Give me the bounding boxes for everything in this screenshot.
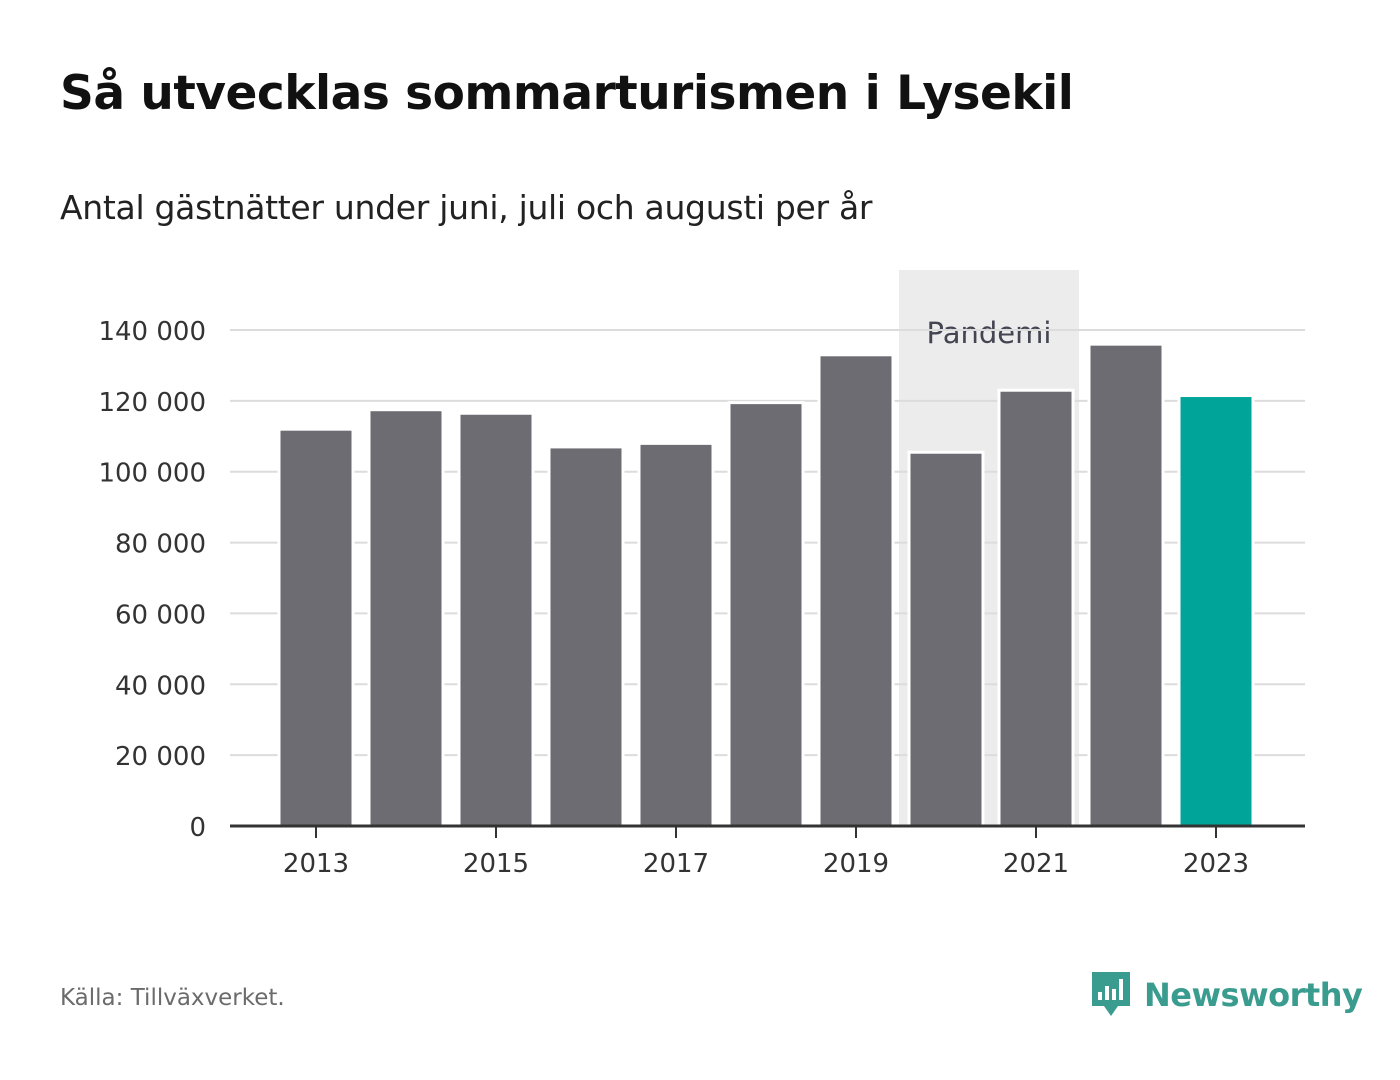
pandemic-label: Pandemi [927, 316, 1052, 350]
bar-2021 [997, 388, 1075, 828]
bar-2020 [907, 450, 985, 828]
chart-title: Så utvecklas sommarturismen i Lysekil [60, 66, 1074, 121]
bar-2016 [547, 445, 625, 828]
x-tick-label: 2017 [643, 849, 709, 879]
y-tick-label: 120 000 [98, 388, 206, 418]
y-tick-label: 0 [189, 813, 206, 843]
x-tick-label: 2021 [1003, 849, 1069, 879]
x-tick-label: 2015 [463, 849, 529, 879]
x-tick-label: 2019 [823, 849, 889, 879]
bar-2018 [727, 401, 805, 828]
bar-2019 [817, 353, 895, 828]
y-tick-label: 20 000 [115, 742, 206, 772]
y-tick-label: 80 000 [115, 530, 206, 560]
source-note: Källa: Tillväxverket. [60, 985, 285, 1011]
bar-2017 [637, 441, 715, 828]
chart-subtitle: Antal gästnätter under juni, juli och au… [60, 188, 873, 227]
bar-2013 [277, 427, 355, 828]
y-tick-label: 100 000 [98, 459, 206, 489]
y-tick-label: 60 000 [115, 600, 206, 630]
newsworthy-logo-icon [1092, 972, 1130, 1016]
bar-2022 [1087, 342, 1165, 828]
bar-2023 [1177, 394, 1255, 828]
newsworthy-brand[interactable]: Newsworthy [1090, 970, 1363, 1020]
bar-2014 [367, 408, 445, 828]
brand-name: Newsworthy [1144, 976, 1363, 1014]
x-tick-label: 2023 [1183, 849, 1249, 879]
y-tick-label: 140 000 [98, 317, 206, 347]
y-tick-label: 40 000 [115, 671, 206, 701]
bar-2015 [457, 411, 535, 828]
x-tick-label: 2013 [283, 849, 349, 879]
